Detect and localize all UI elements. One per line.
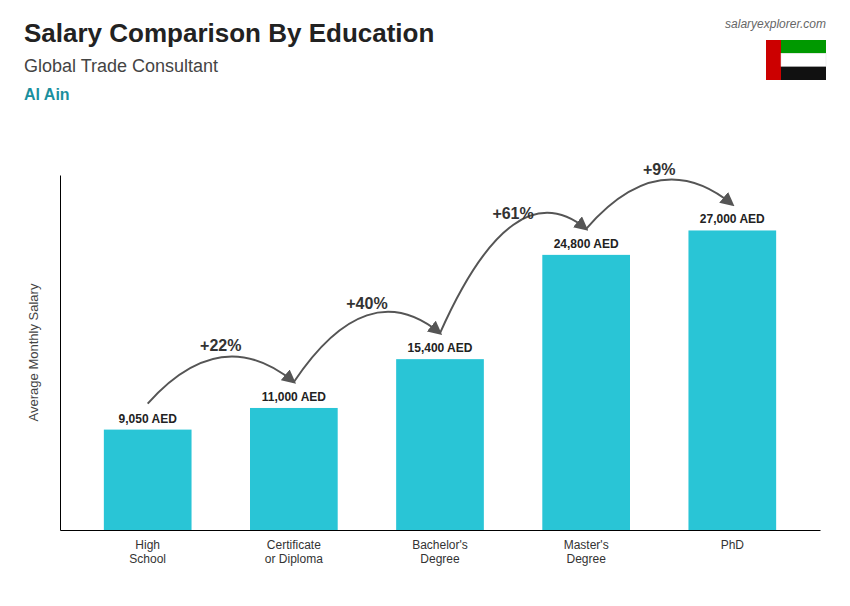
- change-label: +61%: [492, 205, 533, 222]
- x-tick-label-line: High: [135, 538, 160, 552]
- x-tick-label: PhD: [721, 538, 745, 552]
- x-tick: PhD: [721, 530, 745, 552]
- header-annotation: salaryexplorer.com: [725, 17, 826, 31]
- bar: [688, 230, 776, 530]
- flag-green: [781, 40, 826, 53]
- title: Salary Comparison By Education: [24, 18, 434, 48]
- flag-white: [781, 53, 826, 66]
- y-axis: [60, 176, 61, 531]
- bar: [396, 359, 484, 530]
- change-arrow: [440, 213, 586, 333]
- flag: [766, 40, 826, 80]
- x-tick-label-line: Master's: [564, 538, 609, 552]
- x-tick-label: HighSchool: [129, 538, 166, 566]
- y-axis-label: Average Monthly Salary: [26, 283, 41, 421]
- change-arrow: [148, 357, 294, 404]
- change-label: +9%: [643, 161, 675, 178]
- change-arrow: [586, 180, 732, 229]
- annotations: +22% +40% +61% +9%: [148, 161, 733, 404]
- data-label: 11,000 AED: [262, 390, 327, 404]
- x-tick-label-line: School: [129, 552, 166, 566]
- header-annotation: Al Ain: [24, 86, 70, 103]
- bar: [250, 408, 338, 530]
- x-tick: Master'sDegree: [564, 530, 609, 566]
- x-tick-label-line: Certificate: [267, 538, 321, 552]
- plot-area: HighSchool Certificateor Diploma Bachelor'…: [26, 161, 821, 566]
- bar: [104, 430, 192, 530]
- x-axis-line: [61, 530, 821, 531]
- x-tick: Certificateor Diploma: [265, 530, 323, 566]
- data-label: 27,000 AED: [700, 212, 765, 226]
- chart-svg: Salary Comparison By Education Global Tra…: [0, 0, 850, 606]
- x-tick-label-line: Bachelor's: [412, 538, 468, 552]
- x-tick-label: Bachelor'sDegree: [412, 538, 468, 566]
- flag-black: [781, 67, 826, 80]
- subtitle: Global Trade Consultant: [24, 56, 218, 76]
- change-label: +40%: [346, 295, 387, 312]
- bar: [542, 255, 630, 530]
- x-tick-label-line: Degree: [566, 552, 606, 566]
- data-label: 24,800 AED: [554, 237, 619, 251]
- data-labels: 9,050 AED 11,000 AED 15,400 AED 24,800 AED 2…: [119, 212, 766, 425]
- data-label: 15,400 AED: [408, 341, 473, 355]
- data-label: 9,050 AED: [119, 412, 178, 426]
- x-tick-label-line: or Diploma: [265, 552, 323, 566]
- x-axis: HighSchool Certificateor Diploma Bachelor'…: [61, 530, 821, 566]
- x-tick-label: Certificateor Diploma: [265, 538, 323, 566]
- change-label: +22%: [200, 337, 241, 354]
- flag-red: [766, 40, 781, 80]
- x-tick-label-line: Degree: [420, 552, 460, 566]
- x-tick: Bachelor'sDegree: [412, 530, 468, 566]
- bars: [104, 230, 776, 530]
- change-arrow: [294, 312, 440, 382]
- x-tick-label-line: PhD: [721, 538, 745, 552]
- x-tick-label: Master'sDegree: [564, 538, 609, 566]
- y-axis-line: [60, 176, 61, 531]
- x-tick: HighSchool: [129, 530, 166, 566]
